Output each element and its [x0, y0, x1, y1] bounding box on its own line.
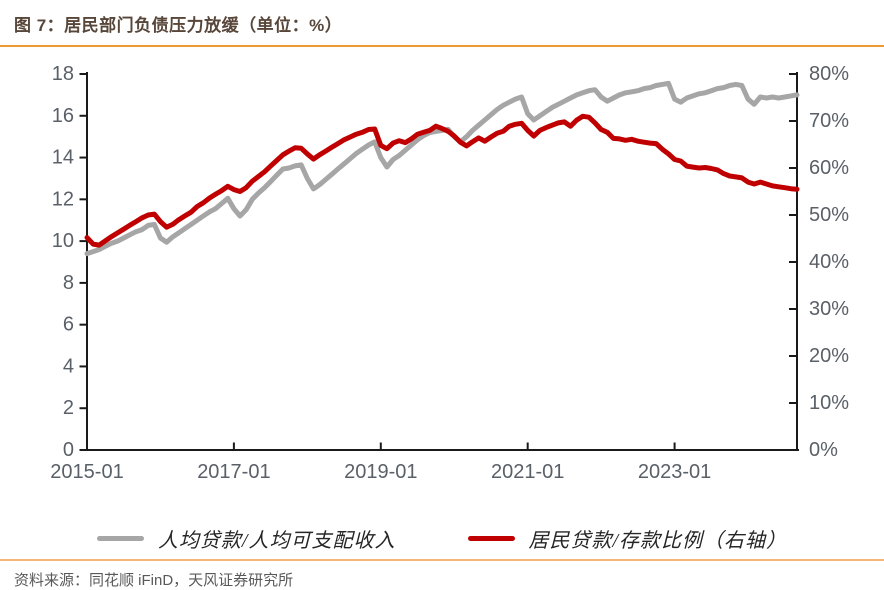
y-axis-left-label: 10	[52, 230, 74, 252]
y-axis-left-label: 16	[52, 105, 74, 127]
y-axis-right-label: 20%	[809, 345, 849, 367]
legend-swatch-red-line	[467, 535, 515, 541]
x-axis-label: 2023-01	[638, 461, 711, 483]
y-axis-left-label: 6	[63, 314, 74, 336]
y-axis-left-label: 2	[63, 397, 74, 419]
x-axis-label: 2015-01	[50, 461, 123, 483]
series-line-loan-deposit-ratio	[84, 113, 800, 248]
y-axis-left-label: 0	[63, 439, 74, 461]
y-axis-left-label: 4	[63, 355, 74, 377]
figure-title: 图 7：居民部门负债压力放缓（单位：%）	[14, 16, 343, 35]
footer-separator	[0, 559, 884, 561]
y-axis-right-label: 0%	[809, 439, 838, 461]
y-axis-right-label: 10%	[809, 392, 849, 414]
source-row: 资料来源：同花顺 iFinD，天风证券研究所	[0, 561, 884, 590]
source-text: 资料来源：同花顺 iFinD，天风证券研究所	[14, 572, 294, 589]
y-axis-right-label: 80%	[809, 63, 849, 85]
legend-swatch-gray-line	[96, 535, 144, 541]
y-axis-right-label: 70%	[809, 110, 849, 132]
x-axis-label: 2021-01	[491, 461, 564, 483]
figure-header: 图 7：居民部门负债压力放缓（单位：%）	[0, 0, 884, 45]
legend-label-gray: 人均贷款/人均可支配收入	[157, 529, 396, 552]
legend-label-red: 居民贷款/存款比例（右轴）	[528, 529, 788, 552]
x-axis-label: 2017-01	[197, 461, 270, 483]
y-axis-left-label: 12	[52, 188, 74, 210]
y-axis-right-label: 30%	[809, 298, 849, 320]
legend-item-loan-deposit-ratio: 居民贷款/存款比例（右轴）	[467, 524, 788, 553]
x-axis-label: 2019-01	[344, 461, 417, 483]
y-axis-left-label: 14	[52, 147, 74, 169]
chart-legend: 人均贷款/人均可支配收入 居民贷款/存款比例（右轴）	[0, 517, 884, 559]
y-axis-left-label: 8	[63, 272, 74, 294]
y-axis-right-label: 40%	[809, 251, 849, 273]
y-axis-right-label: 60%	[809, 157, 849, 179]
y-axis-left-label: 18	[52, 63, 74, 85]
y-axis-right-label: 50%	[809, 204, 849, 226]
line-chart: 0 2 4 6 8 10 12 14 16 18 0% 10% 20% 30% 40% 50% 60% 70% 80…	[50, 63, 849, 483]
legend-item-per-capita-loan-ratio: 人均贷款/人均可支配收入	[96, 524, 396, 553]
title-underline	[0, 45, 884, 47]
